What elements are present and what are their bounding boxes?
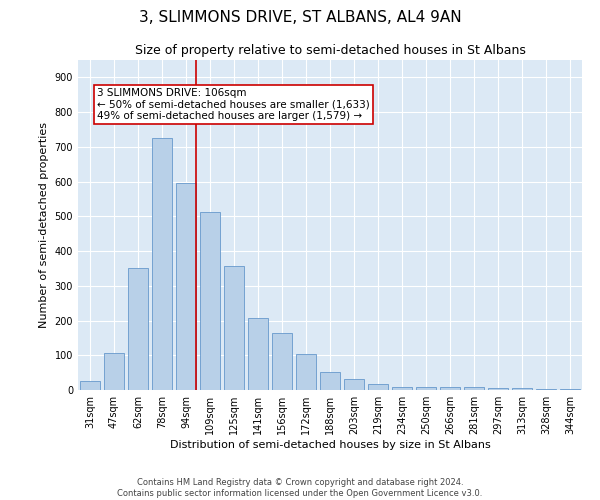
Bar xyxy=(104,353,124,390)
Bar xyxy=(440,386,460,390)
Bar xyxy=(464,387,484,390)
Text: 3, SLIMMONS DRIVE, ST ALBANS, AL4 9AN: 3, SLIMMONS DRIVE, ST ALBANS, AL4 9AN xyxy=(139,10,461,25)
Text: 3 SLIMMONS DRIVE: 106sqm
← 50% of semi-detached houses are smaller (1,633)
49% o: 3 SLIMMONS DRIVE: 106sqm ← 50% of semi-d… xyxy=(97,88,370,121)
Bar xyxy=(320,372,340,390)
Bar xyxy=(128,268,148,390)
Bar xyxy=(224,266,244,390)
Bar xyxy=(560,389,580,390)
Bar xyxy=(344,378,364,390)
Title: Size of property relative to semi-detached houses in St Albans: Size of property relative to semi-detach… xyxy=(134,44,526,58)
Bar xyxy=(272,332,292,390)
Bar xyxy=(176,184,196,390)
Text: Contains HM Land Registry data © Crown copyright and database right 2024.
Contai: Contains HM Land Registry data © Crown c… xyxy=(118,478,482,498)
Bar xyxy=(152,138,172,390)
Bar xyxy=(512,388,532,390)
Bar xyxy=(200,212,220,390)
Bar xyxy=(248,318,268,390)
Bar xyxy=(488,388,508,390)
X-axis label: Distribution of semi-detached houses by size in St Albans: Distribution of semi-detached houses by … xyxy=(170,440,490,450)
Y-axis label: Number of semi-detached properties: Number of semi-detached properties xyxy=(39,122,49,328)
Bar xyxy=(368,384,388,390)
Bar xyxy=(392,386,412,390)
Bar xyxy=(536,389,556,390)
Bar xyxy=(80,382,100,390)
Bar xyxy=(416,387,436,390)
Bar xyxy=(296,354,316,390)
